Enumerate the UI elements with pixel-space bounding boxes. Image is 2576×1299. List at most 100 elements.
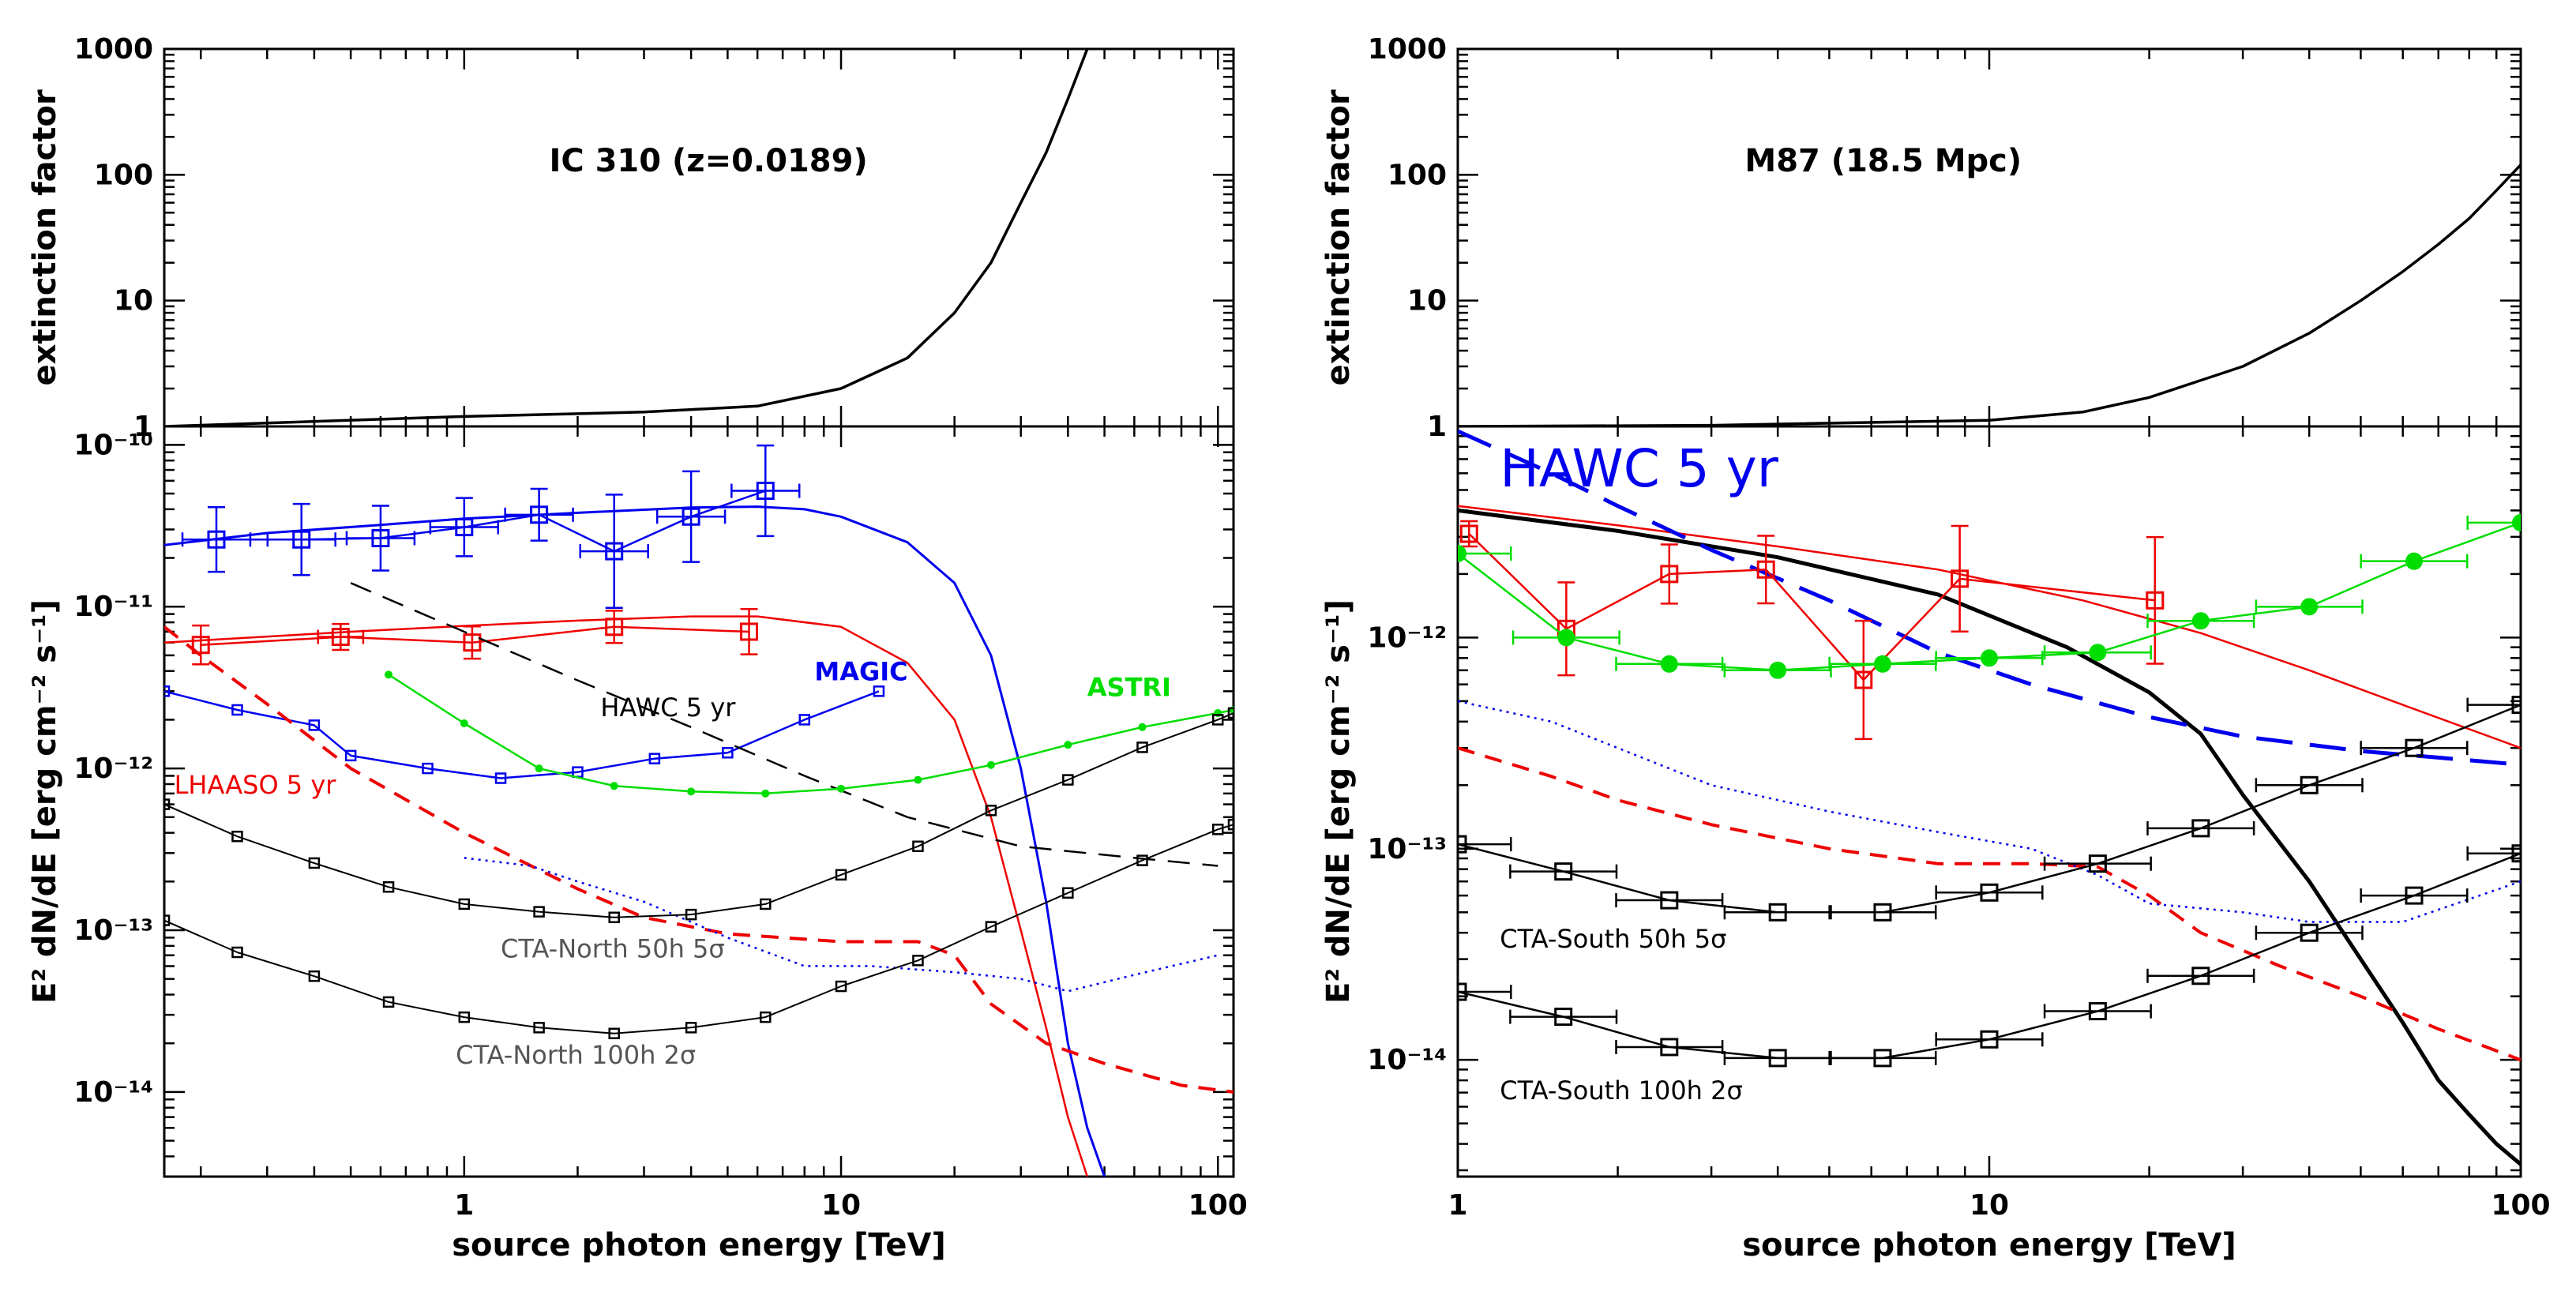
- data-point: [2088, 1002, 2107, 1021]
- data-point: [2405, 886, 2424, 905]
- data-point: [1660, 891, 1679, 910]
- series-line: [164, 505, 1106, 1177]
- data-point: [1227, 707, 1234, 719]
- data-point: [2088, 854, 2107, 873]
- left-chart-bottom-y-tick-label: 10⁻¹⁰: [73, 429, 153, 461]
- left-chart-top-y-tick-label: 1: [133, 411, 153, 443]
- data-point: [837, 784, 846, 793]
- data-point: [1211, 824, 1224, 835]
- left-chart-label-hawc-5-yr: HAWC 5 yr: [600, 693, 736, 723]
- data-point: [835, 869, 847, 881]
- data-point: [231, 704, 243, 716]
- data-point: [530, 505, 549, 524]
- data-point: [605, 542, 624, 561]
- left-chart-top-frame: [163, 47, 1235, 428]
- right-chart-bottom-y-tick-label: 10⁻¹³: [1367, 833, 1447, 865]
- data-point: [344, 749, 357, 762]
- right-chart-bottom-panel: 10⁻¹⁴ 10⁻¹³ 10⁻¹² 1 10 100 HAWC 5 yr CTA-South …: [1320, 425, 2551, 1263]
- right-chart-bottom-x-tick-label: 1: [1448, 1189, 1467, 1222]
- data-point: [331, 628, 350, 647]
- data-point: [1756, 560, 1775, 579]
- series-line: [164, 824, 1234, 1034]
- data-point: [2089, 644, 2107, 662]
- left-chart-bottom-y-tick-label: 10⁻¹³: [73, 914, 153, 947]
- right-chart-label-hawc-5-yr: HAWC 5 yr: [1500, 438, 1779, 499]
- data-point: [835, 980, 847, 993]
- right-chart-bottom-frame: [1456, 425, 2522, 1178]
- data-point: [1554, 1008, 1573, 1027]
- data-point: [1980, 883, 1999, 902]
- data-point: [608, 911, 620, 924]
- data-point: [533, 1022, 545, 1034]
- left-chart-label-cta-north-100h-2-: CTA-North 100h 2σ: [456, 1040, 696, 1070]
- data-point: [648, 753, 661, 764]
- series-line: [1458, 505, 2521, 749]
- data-point: [1458, 835, 1467, 854]
- data-point: [1660, 1038, 1679, 1057]
- series-line: [164, 712, 1234, 918]
- data-point: [985, 921, 997, 933]
- data-point: [1136, 854, 1148, 866]
- right-chart-source-label: M87 (18.5 Mpc): [1744, 143, 2022, 179]
- data-point: [1981, 649, 1998, 667]
- right-chart-label-cta-south-50h-5-: CTA-South 50h 5σ: [1500, 924, 1726, 954]
- left-chart-top-ylabel: extinction factor: [27, 89, 63, 385]
- data-point: [292, 530, 311, 549]
- right-chart: 1 10 100 1000 M87 (18.5 Mpc) extinction facto…: [1320, 33, 2551, 1263]
- right-chart-top-panel: 1 10 100 1000 M87 (18.5 Mpc) extinction facto…: [1320, 33, 2522, 443]
- data-point: [207, 530, 226, 549]
- data-point: [494, 772, 507, 784]
- right-chart-top-y-tick-label: 10: [1407, 285, 1447, 317]
- data-point: [2300, 775, 2319, 794]
- data-point: [191, 636, 210, 655]
- left-chart-bottom-x-tick-label: 100: [1188, 1189, 1248, 1222]
- data-point: [2146, 591, 2165, 610]
- series-line: [164, 625, 1234, 1094]
- left-chart-xlabel: source photon energy [TeV]: [452, 1227, 946, 1263]
- data-point: [682, 507, 700, 526]
- data-point: [2300, 598, 2319, 616]
- data-point: [533, 906, 545, 918]
- data-point: [1458, 982, 1467, 1001]
- left-chart-series-magic-model: [164, 505, 1106, 1177]
- data-point: [458, 1011, 471, 1023]
- data-point: [2405, 738, 2424, 757]
- data-point: [1873, 1049, 1892, 1068]
- data-point: [1557, 629, 1575, 647]
- series-line: [464, 857, 1219, 993]
- data-point: [382, 996, 395, 1008]
- left-chart-bottom-y-tick-label: 10⁻¹¹: [73, 591, 153, 623]
- data-point: [760, 898, 772, 910]
- left-chart-series-magic-data: [181, 444, 801, 610]
- data-point: [722, 747, 734, 759]
- right-chart-bottom-y-tick-label: 10⁻¹²: [1367, 621, 1447, 654]
- right-chart-top-ylabel: extinction factor: [1320, 89, 1357, 385]
- right-chart-top-frame: [1456, 47, 2522, 428]
- data-point: [2511, 844, 2521, 863]
- left-chart-source-label: IC 310 (z=0.0189): [549, 143, 867, 179]
- right-chart-top-y-tick-label: 1: [1427, 411, 1447, 443]
- left-chart-top-panel: 1 10 100 1000 IC 310 (z=0.0189) extinction fa…: [27, 33, 1235, 443]
- right-chart-series-cta-south-100h-2-: [1458, 844, 2521, 1068]
- left-chart-series-cta-north-50h-5-: [164, 707, 1234, 924]
- data-point: [685, 1022, 697, 1034]
- right-chart-bottom-x-tick-label: 100: [2491, 1189, 2550, 1222]
- left-chart-series-astri: [385, 670, 1234, 798]
- data-point: [605, 618, 624, 636]
- left-chart-series-blue-dotted: [464, 857, 1219, 993]
- right-chart-top-y-tick-label: 1000: [1368, 33, 1447, 66]
- left-chart-series-red-data: [191, 608, 759, 666]
- data-point: [1660, 565, 1679, 584]
- data-point: [687, 787, 696, 796]
- right-chart-bottom-ylabel: E² dN/dE [erg cm⁻² s⁻¹]: [1320, 599, 1357, 1004]
- data-point: [2191, 967, 2210, 986]
- data-point: [1768, 903, 1787, 922]
- left-chart-label-lhaaso-5-yr: LHAASO 5 yr: [175, 770, 337, 800]
- left-chart-label-astri: ASTRI: [1087, 672, 1171, 702]
- data-point: [1660, 655, 1678, 673]
- right-chart-series-red-model: [1458, 505, 2521, 749]
- series-line: [164, 690, 880, 779]
- series-line: [1458, 704, 2521, 914]
- data-point: [164, 914, 171, 926]
- left-chart-series-lhaaso-5-yr: [164, 625, 1234, 1094]
